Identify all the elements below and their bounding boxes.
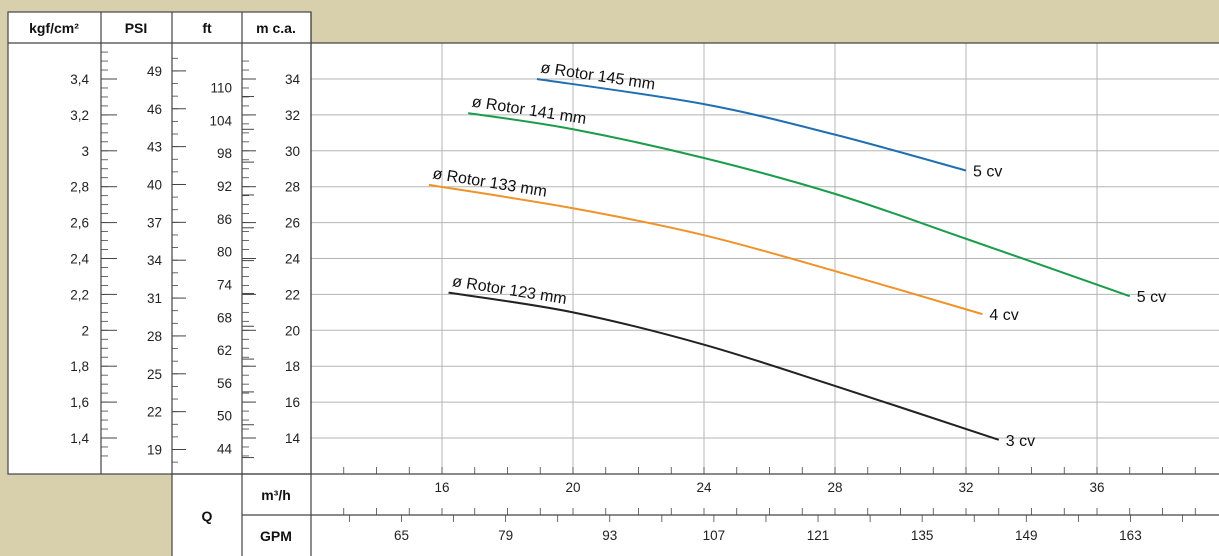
psi-tick-label: 43 [147,140,162,155]
power-label: 5 cv [1137,289,1166,306]
m3h-tick-label: 24 [696,480,712,495]
gpm-tick-label: 149 [1015,528,1038,543]
header-row [8,12,311,43]
ft-tick-label: 104 [209,113,232,128]
gpm-tick-label: 135 [911,528,934,543]
mca-tick-label: 34 [285,72,301,87]
kgf-tick-label: 2,4 [70,252,89,267]
gpm-tick-label: 79 [498,528,513,543]
m3h-tick-label: 32 [958,480,973,495]
psi-tick-label: 46 [147,102,162,117]
ft-tick-label: 50 [217,409,232,424]
psi-tick-label: 28 [147,329,162,344]
ft-tick-label: 44 [217,442,233,457]
m3h-tick-label: 20 [565,480,580,495]
psi-tick-label: 25 [147,367,162,382]
curve-series-2 [468,112,1131,298]
mca-tick-label: 28 [285,180,300,195]
header-m3h: m³/h [261,487,291,503]
header-q: Q [202,508,213,524]
curve-series-4 [448,291,1000,441]
psi-tick-label: 49 [147,64,162,79]
gpm-tick-label: 65 [394,528,409,543]
power-label: 3 cv [1006,433,1035,450]
gpm-tick-label: 93 [602,528,617,543]
mca-tick-label: 22 [285,287,300,302]
mca-tick-label: 26 [285,216,300,231]
mca-tick-label: 32 [285,108,300,123]
kgf-tick-label: 2,8 [70,180,89,195]
curve-series-3 [428,183,983,316]
grid [311,43,1219,474]
ft-tick-label: 68 [217,310,232,325]
psi-tick-label: 31 [147,291,162,306]
kgf-tick-label: 3 [81,144,89,159]
mca-tick-label: 24 [285,252,301,267]
mca-tick-label: 16 [285,395,300,410]
ft-tick-label: 92 [217,179,232,194]
mca-tick-label: 14 [285,431,301,446]
header-kgf: kgf/cm² [29,20,79,36]
kgf-tick-label: 1,8 [70,359,89,374]
header-mca: m c.a. [256,20,296,36]
power-label: 5 cv [973,164,1002,181]
m3h-tick-label: 16 [434,480,449,495]
gpm-tick-label: 121 [807,528,830,543]
ft-tick-label: 74 [217,277,233,292]
kgf-tick-label: 2 [81,323,89,338]
header-psi: PSI [125,20,148,36]
mca-tick-label: 18 [285,359,300,374]
kgf-tick-label: 2,6 [70,216,89,231]
psi-tick-label: 34 [147,253,163,268]
scale-panel [8,43,311,474]
tick-marks [101,51,1196,522]
mca-tick-label: 20 [285,323,300,338]
power-label: 4 cv [989,307,1018,324]
ft-tick-label: 98 [217,146,232,161]
table-borders [7,11,1219,556]
header-gpm: GPM [260,528,292,544]
kgf-tick-label: 3,2 [70,108,89,123]
ft-tick-label: 86 [217,212,232,227]
ft-tick-label: 56 [217,376,232,391]
ft-tick-label: 110 [210,80,232,95]
gpm-tick-label: 163 [1119,528,1142,543]
ft-tick-label: 80 [217,245,232,260]
psi-tick-label: 19 [147,443,162,458]
kgf-tick-label: 2,2 [70,287,89,302]
kgf-tick-label: 1,4 [70,431,89,446]
m3h-tick-label: 36 [1089,480,1104,495]
psi-tick-label: 22 [147,405,162,420]
kgf-tick-label: 3,4 [70,72,89,87]
m3h-tick-label: 28 [827,480,842,495]
psi-tick-label: 40 [147,177,162,192]
ft-tick-label: 62 [217,343,232,358]
mca-tick-label: 30 [285,144,300,159]
header-ft: ft [202,20,212,36]
gpm-tick-label: 107 [703,528,726,543]
kgf-tick-label: 1,6 [70,395,89,410]
curve-series-1 [536,78,967,172]
psi-tick-label: 37 [147,215,162,230]
